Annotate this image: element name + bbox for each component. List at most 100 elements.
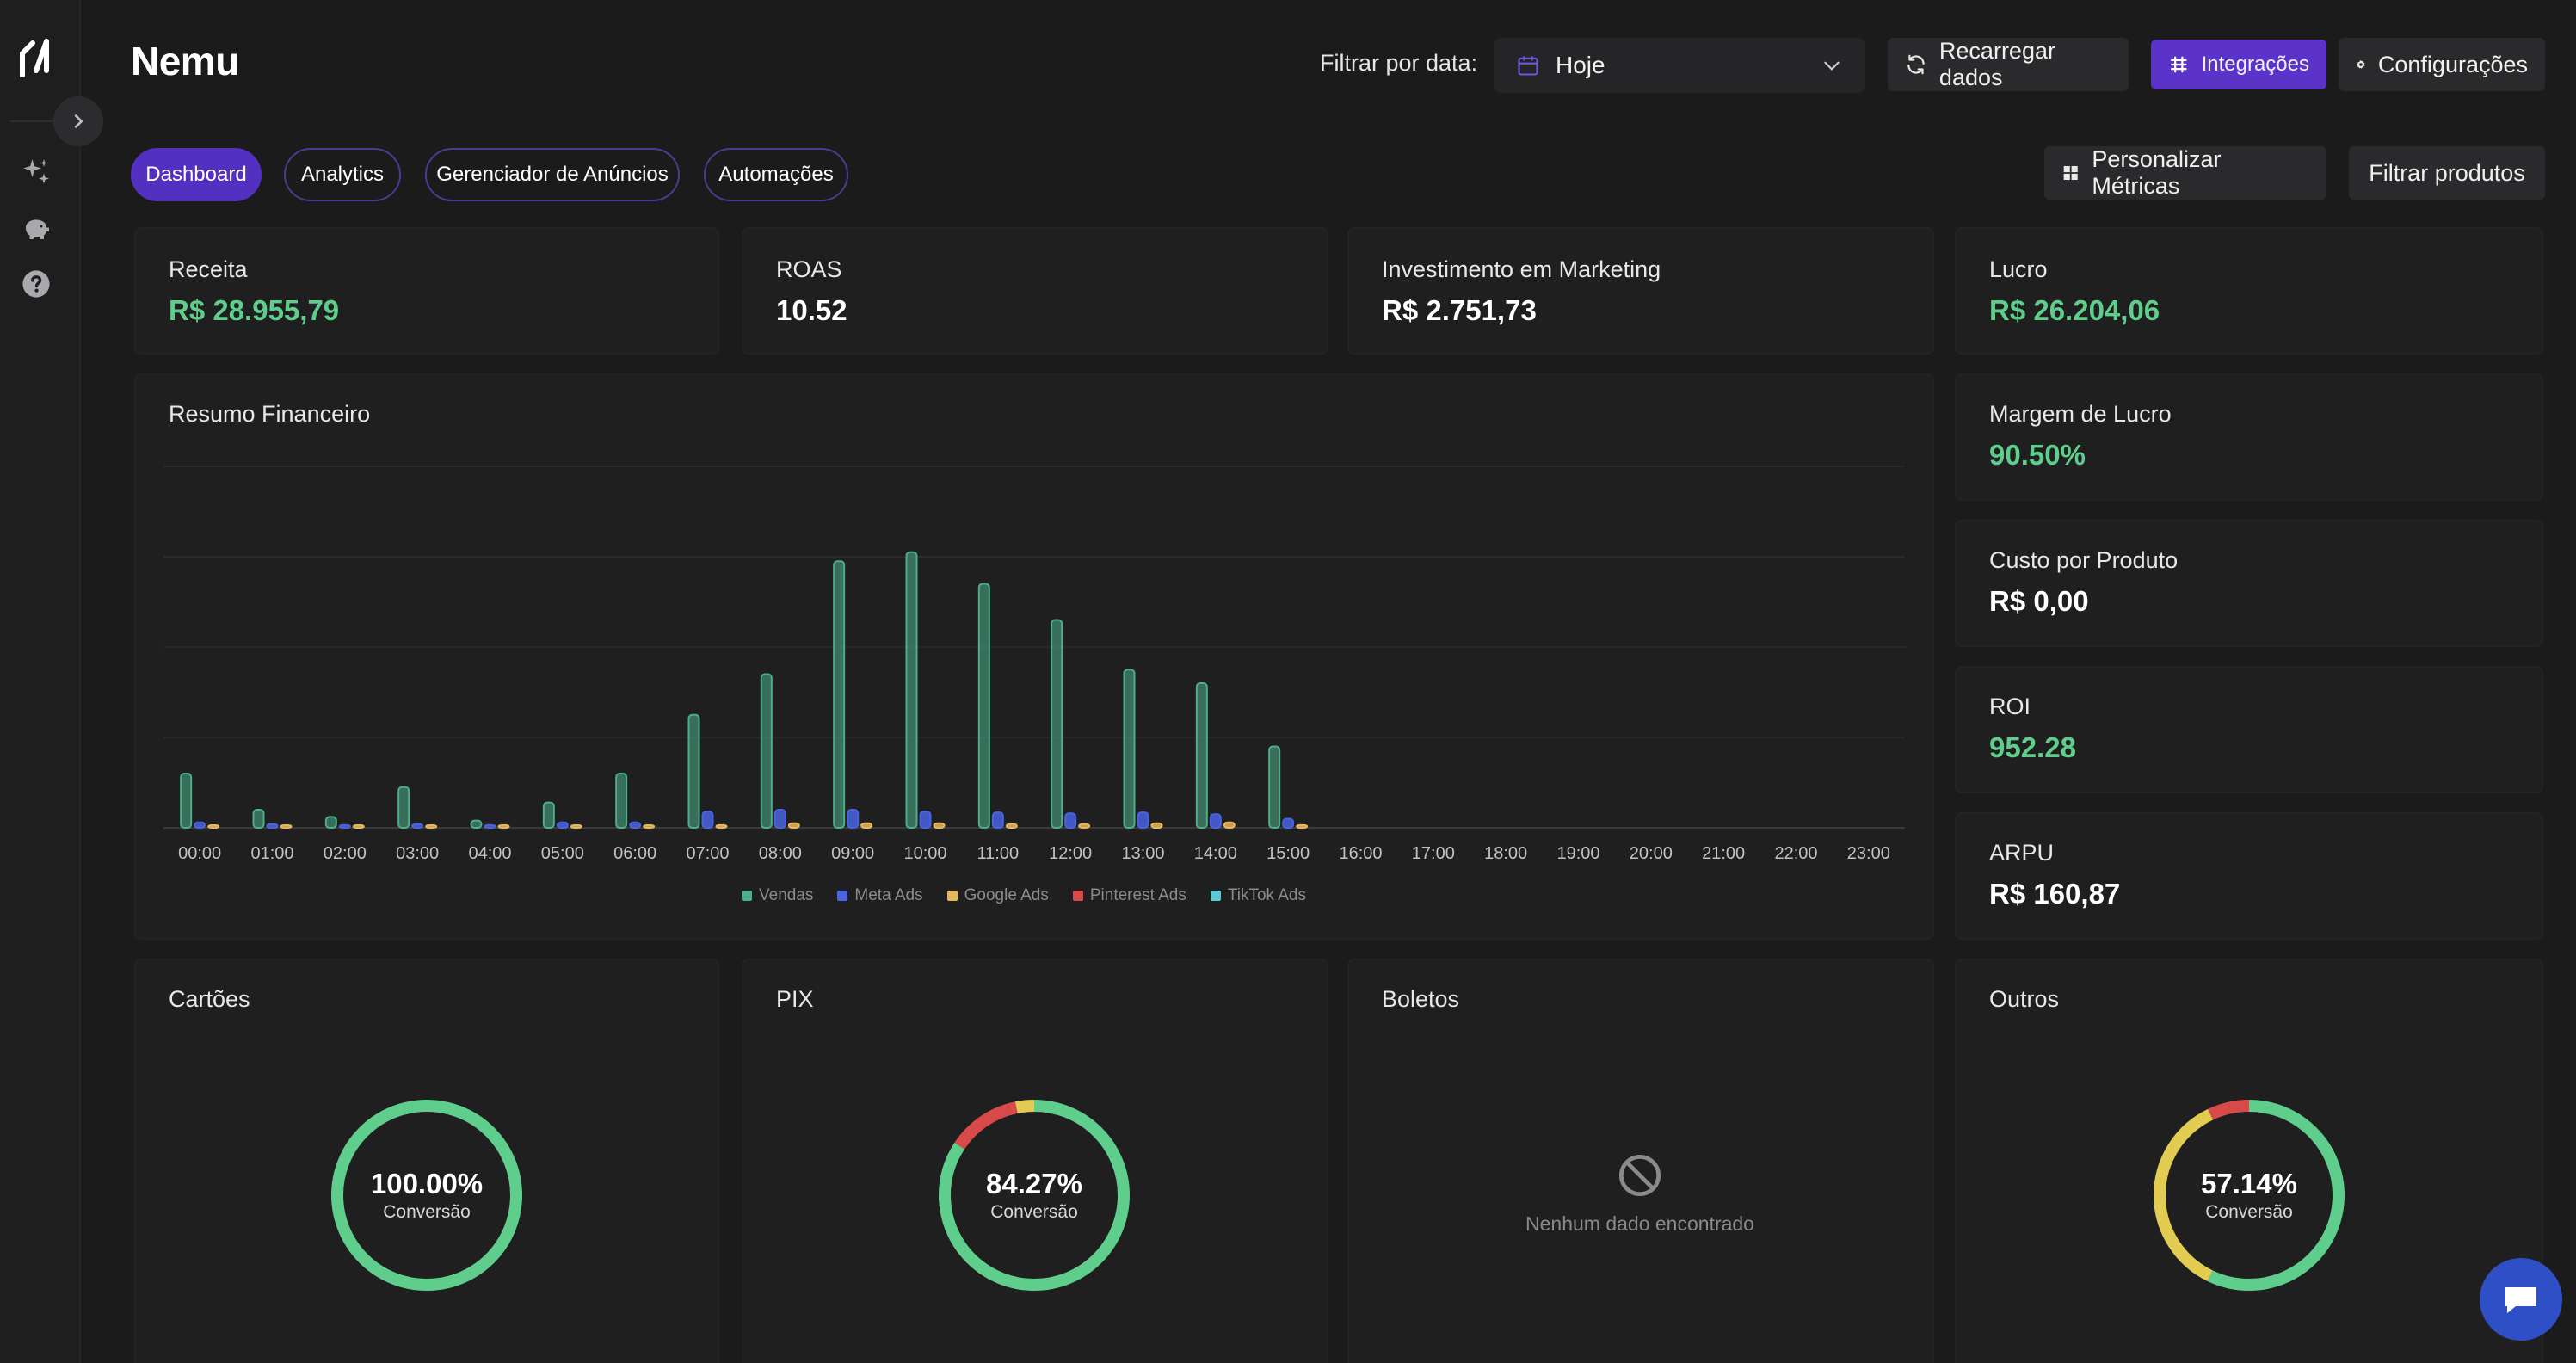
metric-card-lucro: Lucro R$ 26.204,06 (1955, 227, 2543, 355)
integrations-button[interactable]: Integrações (2151, 40, 2326, 89)
legend-label: Pinterest Ads (1089, 886, 1186, 904)
donut-segment (331, 1100, 522, 1291)
tab-automations[interactable]: Automações (704, 148, 848, 201)
donut-segment (2154, 1100, 2345, 1291)
metric-value: R$ 0,00 (1989, 585, 2089, 617)
conversion-percent: 57.14% (2201, 1168, 2297, 1200)
legend-swatch (1072, 891, 1083, 901)
conversion-label: Conversão (2205, 1202, 2293, 1222)
grid-icon (2063, 165, 2078, 181)
metric-label: ARPU (1989, 840, 2055, 866)
settings-label: Configurações (2377, 51, 2528, 77)
tab-dashboard[interactable]: Dashboard (131, 148, 262, 201)
legend-swatch (1210, 891, 1221, 901)
metric-label: Lucro (1989, 256, 2048, 282)
legend-item[interactable]: Pinterest Ads (1072, 886, 1186, 905)
legend-label: Vendas (759, 886, 814, 904)
conversion-donut-pix: 84.27% Conversão (935, 1096, 1133, 1294)
empty-state-text: Nenhum dado encontrado (1525, 1212, 1754, 1235)
metric-value: 10.52 (776, 294, 847, 326)
tab-analytics[interactable]: Analytics (284, 148, 401, 201)
metric-label: ROI (1989, 694, 2031, 719)
conversion-percent: 100.00% (370, 1168, 484, 1200)
tab-label: Gerenciador de Anúncios (436, 163, 669, 186)
filter-products-button[interactable]: Filtrar produtos (2349, 146, 2545, 200)
reload-data-button[interactable]: Recarregar dados (1888, 38, 2129, 91)
chart-legend: Vendas Meta Ads Google Ads Pinterest Ads Tik… (742, 886, 1306, 905)
date-filter-select[interactable]: Hoje (1494, 38, 1865, 93)
metric-card-margem: Margem de Lucro 90.50% (1955, 373, 2543, 501)
date-filter-label: Filtrar por data: (1320, 50, 1478, 76)
conversion-donut-cartoes: 100.00% Conversão (328, 1096, 526, 1294)
sidebar (0, 0, 81, 1363)
page-title: Nemu (131, 39, 239, 83)
metric-value: 90.50% (1989, 439, 2086, 471)
metric-label: Margem de Lucro (1989, 401, 2172, 427)
reload-data-label: Recarregar dados (1938, 38, 2055, 90)
metric-value: R$ 160,87 (1989, 878, 2121, 910)
metric-value: R$ 26.204,06 (1989, 294, 2160, 326)
payment-card-boletos: Boletos (1347, 959, 1934, 1363)
conversion-donut-outros: 57.14% Conversão (2150, 1096, 2348, 1294)
integrations-icon (2170, 56, 2187, 73)
legend-label: Google Ads (964, 886, 1049, 904)
legend-item[interactable]: Vendas (742, 886, 813, 905)
legend-item[interactable]: TikTok Ads (1210, 886, 1306, 905)
metric-card-roi: ROI 952.28 (1955, 666, 2543, 793)
metric-label: Custo por Produto (1989, 547, 2179, 573)
no-data-icon (1618, 1154, 1661, 1197)
metric-label: ROAS (776, 256, 842, 282)
gear-icon (2357, 60, 2365, 69)
sidebar-divider (10, 120, 59, 122)
nemu-logo[interactable] (17, 34, 57, 78)
payment-card-outros: Outros (1955, 959, 2543, 1363)
integrations-label: Integrações (2201, 52, 2309, 76)
metric-label: Investimento em Marketing (1382, 256, 1661, 282)
metric-value: 952.28 (1989, 731, 2076, 763)
piggy-bank-icon[interactable] (19, 212, 53, 246)
settings-button[interactable]: Configurações (2339, 38, 2545, 91)
help-icon[interactable] (19, 267, 53, 301)
metric-value: R$ 2.751,73 (1382, 294, 1537, 326)
legend-swatch (946, 891, 958, 901)
tab-label: Dashboard (145, 163, 247, 186)
metric-card-investimento: Investimento em Marketing R$ 2.751,73 (1347, 227, 1934, 355)
date-filter-value: Hoje (1556, 52, 1605, 78)
payment-card-pix: PIX (742, 959, 1328, 1363)
metric-card-roas: ROAS 10.52 (742, 227, 1328, 355)
sidebar-expand-button[interactable] (53, 96, 103, 146)
tab-label: Automações (718, 163, 834, 186)
tab-label: Analytics (300, 163, 385, 186)
refresh-icon (1907, 54, 1925, 75)
conversion-label: Conversão (383, 1202, 471, 1222)
metric-card-arpu: ARPU R$ 160,87 (1955, 812, 2543, 940)
filter-products-label: Filtrar produtos (2369, 159, 2525, 186)
empty-state: Nenhum dado encontrado (1347, 1153, 1932, 1236)
legend-label: TikTok Ads (1227, 886, 1306, 904)
chat-icon (2505, 1287, 2536, 1313)
legend-swatch (742, 891, 752, 901)
donut-segment (2154, 1100, 2345, 1291)
metric-value: R$ 28.955,79 (169, 294, 340, 326)
metric-label: Receita (169, 256, 248, 282)
chevron-right-icon (74, 114, 83, 128)
calendar-icon (1518, 56, 1538, 76)
chart-title: Resumo Financeiro (169, 401, 371, 427)
sparkles-icon[interactable] (19, 155, 53, 189)
customize-metrics-button[interactable]: Personalizar Métricas (2044, 146, 2326, 200)
metric-card-custo-produto: Custo por Produto R$ 0,00 (1955, 520, 2543, 647)
chevron-down-icon (1824, 61, 1840, 71)
chat-support-button[interactable] (2480, 1258, 2562, 1341)
legend-item[interactable]: Meta Ads (837, 886, 923, 905)
conversion-percent: 84.27% (986, 1168, 1082, 1200)
conversion-label: Conversão (990, 1202, 1078, 1222)
payment-label: Outros (1989, 986, 2060, 1012)
customize-metrics-label: Personalizar Métricas (2092, 146, 2222, 199)
tab-ad-manager[interactable]: Gerenciador de Anúncios (425, 148, 680, 201)
legend-label: Meta Ads (854, 886, 923, 904)
donut-segment (939, 1100, 1130, 1291)
legend-item[interactable]: Google Ads (946, 886, 1049, 905)
financial-summary-card: Resumo Financeiro (134, 373, 1934, 940)
legend-swatch (837, 891, 848, 901)
payment-label: Cartões (169, 986, 250, 1012)
